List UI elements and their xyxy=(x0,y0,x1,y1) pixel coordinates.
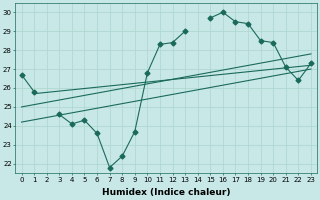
X-axis label: Humidex (Indice chaleur): Humidex (Indice chaleur) xyxy=(102,188,230,197)
